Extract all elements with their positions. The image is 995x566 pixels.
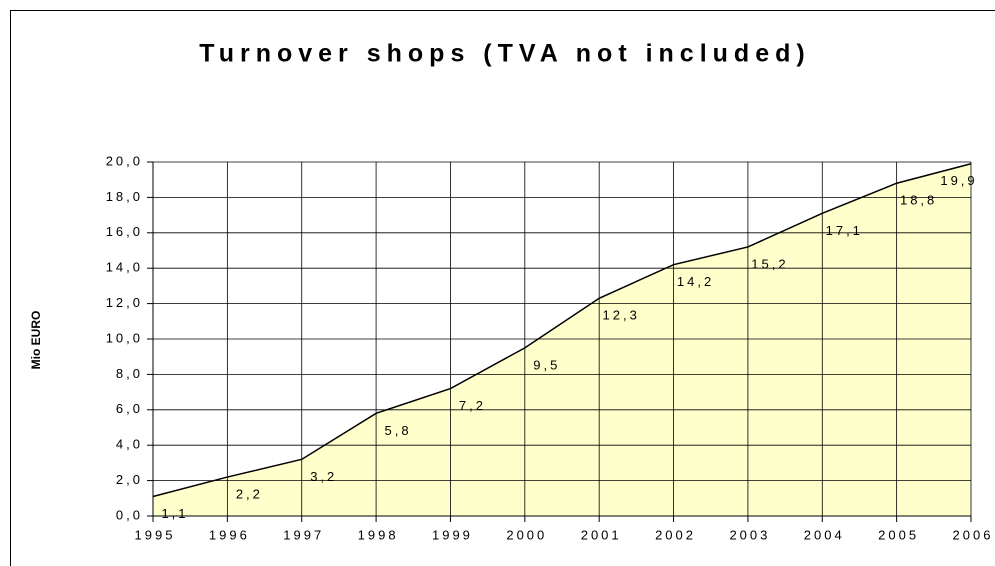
chart-title: Turnover shops (TVA not included) (199, 40, 810, 68)
y-tick-label: 10,0 (106, 330, 143, 345)
x-tick-label: 2003 (729, 527, 770, 542)
x-tick-label: 2006 (953, 527, 994, 542)
y-tick-label: 2,0 (116, 472, 143, 487)
x-tick-label: 1997 (283, 527, 324, 542)
data-label: 7,2 (459, 398, 486, 413)
x-tick-label: 1996 (209, 527, 250, 542)
x-tick-label: 1998 (358, 527, 399, 542)
data-label: 1,1 (161, 506, 188, 521)
y-tick-label: 14,0 (106, 260, 143, 275)
y-tick-label: 18,0 (106, 189, 143, 204)
data-label: 17,1 (826, 223, 863, 238)
data-label: 15,2 (751, 256, 788, 271)
x-tick-label: 2005 (878, 527, 919, 542)
x-tick-label: 2002 (655, 527, 696, 542)
line (152, 163, 972, 498)
x-tick-label: 2000 (506, 527, 547, 542)
data-label: 14,2 (677, 274, 714, 289)
y-tick-label: 20,0 (106, 153, 143, 168)
y-tick-label: 6,0 (116, 401, 143, 416)
y-tick-label: 8,0 (116, 366, 143, 381)
data-label: 18,8 (900, 193, 937, 208)
x-tick-label: 1995 (135, 527, 176, 542)
data-label: 3,2 (310, 469, 337, 484)
data-label: 5,8 (385, 423, 412, 438)
y-tick-label: 4,0 (116, 437, 143, 452)
y-tick-label: 12,0 (106, 295, 143, 310)
x-tick-label: 2004 (804, 527, 845, 542)
y-tick-label: 0,0 (116, 507, 143, 522)
y-axis-label: Mio EURO (29, 311, 43, 370)
x-tick-label: 1999 (432, 527, 473, 542)
data-label: 12,3 (603, 308, 640, 323)
x-tick-label: 2001 (581, 527, 622, 542)
data-label: 2,2 (236, 486, 263, 501)
data-label: 19,9 (940, 173, 977, 188)
data-label: 9,5 (533, 357, 560, 372)
area (153, 163, 971, 516)
y-tick-label: 16,0 (106, 224, 143, 239)
